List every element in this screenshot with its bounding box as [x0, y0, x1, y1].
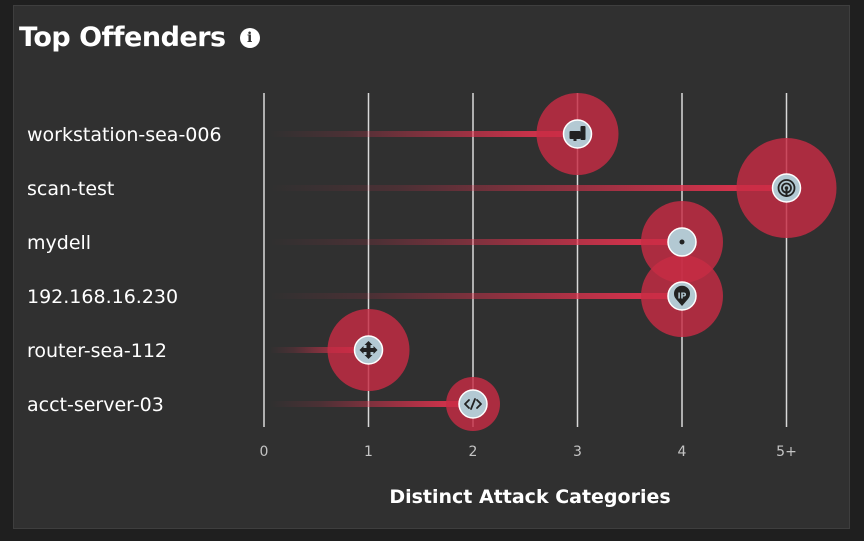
markers: IP: [353, 119, 802, 419]
stem: [270, 131, 578, 137]
x-tick-label: 2: [469, 444, 478, 460]
stem: [270, 401, 473, 407]
info-icon[interactable]: i: [239, 27, 260, 48]
x-tick-label: 1: [364, 444, 373, 460]
host-label: scan-test: [27, 178, 114, 200]
router-icon[interactable]: [353, 335, 384, 365]
stems: [270, 131, 787, 407]
x-tick-label: 3: [573, 444, 582, 460]
host-labels: workstation-sea-006 scan-test mydell 192.16…: [27, 124, 222, 416]
panel-header: Top Offenders i: [19, 22, 260, 53]
stem: [270, 293, 682, 299]
host-label: acct-server-03: [27, 394, 164, 416]
x-axis-title: Distinct Attack Categories: [389, 486, 670, 508]
ip-icon[interactable]: IP: [667, 281, 697, 311]
svg-text:IP: IP: [678, 292, 687, 301]
code-icon[interactable]: [458, 389, 488, 419]
x-tick-label: 5+: [776, 444, 797, 460]
scanner-icon[interactable]: [771, 173, 802, 203]
host-label: mydell: [27, 232, 91, 254]
host-label: router-sea-112: [27, 340, 167, 362]
panel-title: Top Offenders: [19, 22, 226, 53]
stem: [270, 239, 682, 245]
x-tick-labels: 0 1 2 3 4 5+: [260, 444, 797, 460]
stem: [270, 185, 787, 191]
stem: [270, 347, 369, 353]
dot-icon[interactable]: [667, 227, 697, 257]
x-tick-label: 0: [260, 444, 269, 460]
x-tick-label: 4: [678, 444, 687, 460]
host-label: 192.168.16.230: [27, 286, 178, 308]
host-label: workstation-sea-006: [27, 124, 222, 146]
workstation-icon[interactable]: [562, 119, 593, 149]
